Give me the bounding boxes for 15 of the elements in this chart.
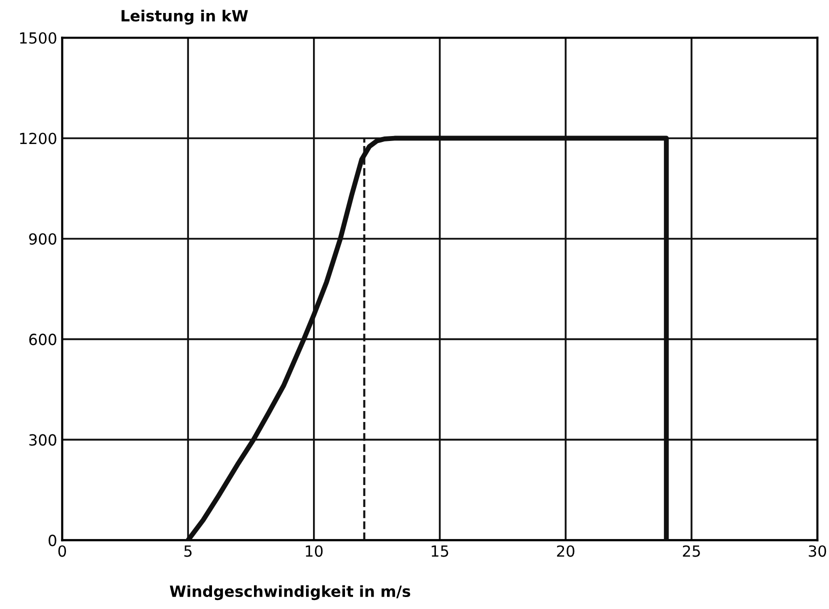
y-tick-label: 1200 <box>20 132 56 144</box>
y-tick-label: 900 <box>29 233 56 245</box>
x-tick-label: 10 <box>306 545 323 557</box>
y-tick-label: 0 <box>48 534 56 546</box>
x-tick-label: 15 <box>432 546 448 557</box>
y-tick-label: 600 <box>29 334 56 346</box>
x-axis-title: Windgeschwindigkeit in m/s <box>170 585 410 600</box>
y-axis-title: Leistung in kW <box>122 10 248 25</box>
x-tick-label: 0 <box>58 545 66 557</box>
x-tick-label: 25 <box>682 545 700 557</box>
y-tick-label: 300 <box>29 434 56 446</box>
x-tick-label: 5 <box>184 546 192 557</box>
y-tick-label: 1500 <box>20 32 56 44</box>
x-tick-label: 30 <box>808 545 826 557</box>
x-tick-label: 20 <box>557 545 574 557</box>
